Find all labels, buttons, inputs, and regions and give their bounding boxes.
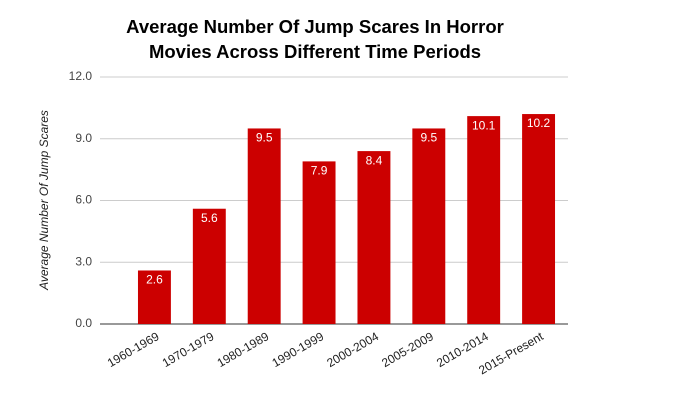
bar <box>302 161 336 324</box>
value-label: 10.1 <box>472 118 496 132</box>
value-label: 2.6 <box>146 273 163 287</box>
x-tick-label: 1980-1989 <box>215 329 272 370</box>
bar <box>357 151 391 324</box>
x-tick-label: 2000-2004 <box>324 329 381 370</box>
bar <box>247 128 281 324</box>
bar <box>467 116 501 324</box>
x-tick-label: 1990-1999 <box>269 329 326 370</box>
y-tick-label: 0.0 <box>75 316 92 330</box>
bar <box>522 114 556 324</box>
x-tick-label: 2005-2009 <box>379 329 436 370</box>
value-label: 8.4 <box>366 153 383 167</box>
value-label: 5.6 <box>201 211 218 225</box>
bar <box>192 208 226 324</box>
value-label: 9.5 <box>420 131 437 145</box>
bar <box>137 270 171 324</box>
chart-title: Average Number Of Jump Scares In Horror … <box>126 16 504 62</box>
y-tick-label: 6.0 <box>75 193 92 207</box>
x-tick-label: 1970-1979 <box>160 329 217 370</box>
x-tick-label: 1960-1969 <box>105 329 162 370</box>
y-tick-label: 12.0 <box>69 69 93 83</box>
value-label: 7.9 <box>311 164 328 178</box>
value-label: 10.2 <box>527 116 551 130</box>
value-label: 9.5 <box>256 131 273 145</box>
y-tick-label: 3.0 <box>75 254 92 268</box>
y-tick-label: 9.0 <box>75 131 92 145</box>
y-axis-label: Average Number Of Jump Scares <box>37 110 51 291</box>
bar <box>412 128 446 324</box>
